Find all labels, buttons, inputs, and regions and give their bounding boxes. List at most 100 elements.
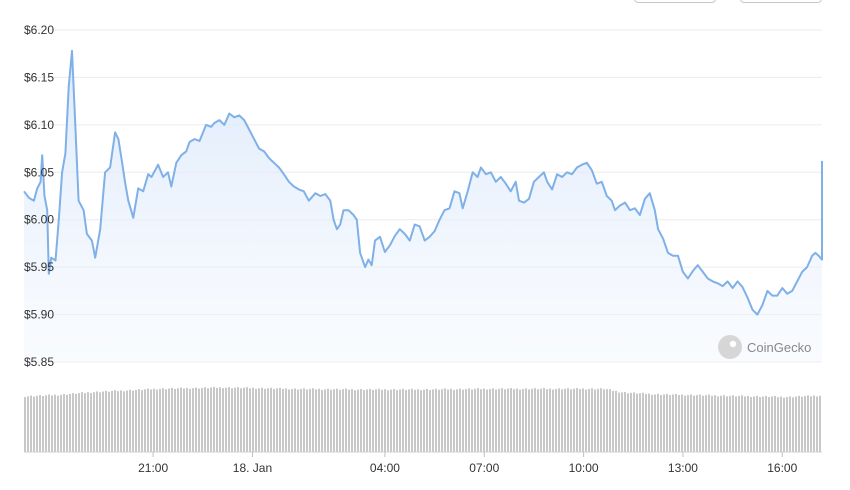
volume-bar <box>159 388 161 452</box>
volume-bar <box>198 388 200 452</box>
volume-bar <box>783 397 785 452</box>
y-tick-label: $6.10 <box>24 118 54 132</box>
volume-bar <box>354 390 356 452</box>
volume-bar <box>747 395 749 452</box>
volume-bar <box>282 388 284 452</box>
volume-bar <box>579 389 581 452</box>
volume-bar <box>366 389 368 452</box>
volume-bar <box>495 389 497 452</box>
volume-bar <box>252 387 254 452</box>
volume-bar <box>201 387 203 452</box>
volume-bar <box>78 393 80 452</box>
volume-bar <box>534 388 536 452</box>
volume-bar <box>438 389 440 452</box>
volume-bar <box>162 388 164 452</box>
volume-bar <box>513 389 515 452</box>
volume-bar <box>111 390 113 452</box>
volume-bar <box>87 392 89 452</box>
volume-bar <box>33 396 35 452</box>
volume-bar <box>90 392 92 452</box>
volume-bar <box>660 395 662 452</box>
volume-bar <box>672 394 674 452</box>
volume-bar <box>48 394 50 452</box>
volume-bar <box>774 395 776 452</box>
volume-bar <box>96 391 98 452</box>
volume-bar <box>93 392 95 452</box>
volume-bar <box>45 395 47 452</box>
volume-bar <box>279 387 281 452</box>
volume-bar <box>315 389 317 452</box>
volume-bar <box>696 395 698 452</box>
volume-bar <box>585 389 587 452</box>
volume-bar <box>84 393 86 452</box>
volume-bar <box>321 389 323 452</box>
volume-bar <box>744 396 746 452</box>
volume-bar <box>132 390 134 452</box>
volume-bar <box>456 389 458 452</box>
volume-bar <box>108 391 110 452</box>
volume-bar <box>267 388 269 452</box>
price-line <box>23 49 823 316</box>
volume-bar <box>786 397 788 452</box>
volume-bar <box>594 389 596 452</box>
volume-bar <box>423 389 425 452</box>
volume-bar <box>708 394 710 452</box>
volume-bar <box>36 395 38 452</box>
volume-bar <box>699 394 701 452</box>
volume-bar <box>720 395 722 452</box>
volume-bar <box>759 397 761 452</box>
volume-bar <box>552 389 554 452</box>
volume-bar <box>105 390 107 452</box>
volume-bar <box>186 387 188 452</box>
volume-bar <box>612 390 614 452</box>
volume-bar <box>249 388 251 452</box>
volume-bar <box>234 387 236 452</box>
volume-bar <box>804 396 806 452</box>
volume-bar <box>393 389 395 452</box>
volume-bar <box>603 389 605 452</box>
volume-bar <box>264 388 266 452</box>
volume-bar <box>615 390 617 452</box>
volume-bar <box>147 388 149 452</box>
y-tick-label: $5.85 <box>24 355 54 369</box>
volume-bar <box>195 387 197 452</box>
volume-bar <box>711 395 713 452</box>
volume-bar <box>636 393 638 452</box>
x-tick-label: 07:00 <box>469 461 499 475</box>
volume-bar <box>645 394 647 452</box>
volume-bar <box>342 389 344 452</box>
volume-bar <box>99 392 101 452</box>
volume-bar <box>597 388 599 452</box>
volume-bar <box>618 392 620 452</box>
volume-bar <box>339 389 341 452</box>
volume-bar <box>549 388 551 452</box>
watermark-text: CoinGecko <box>747 340 811 355</box>
volume-bar <box>81 392 83 452</box>
volume-bar <box>276 388 278 452</box>
volume-bar <box>210 387 212 452</box>
volume-bar <box>228 387 230 452</box>
volume-bar <box>519 389 521 452</box>
volume-bar <box>204 387 206 452</box>
volume-bar <box>219 387 221 452</box>
volume-bar <box>807 395 809 452</box>
volume-bar <box>675 393 677 452</box>
volume-bar <box>327 388 329 452</box>
volume-bar <box>441 389 443 452</box>
volume-bar <box>303 388 305 452</box>
y-tick-label: $6.00 <box>24 213 54 227</box>
volume-bar <box>765 395 767 452</box>
volume-bar <box>390 389 392 452</box>
volume-bar <box>651 394 653 452</box>
volume-bar <box>270 387 272 452</box>
volume-bar <box>750 397 752 452</box>
volume-bar <box>588 388 590 452</box>
y-tick-label: $5.95 <box>24 260 54 274</box>
y-tick-label: $5.90 <box>24 308 54 322</box>
volume-bar <box>819 395 821 452</box>
volume-bar <box>156 389 158 452</box>
volume-bar <box>141 390 143 452</box>
volume-bar <box>555 388 557 452</box>
volume-bar <box>489 388 491 452</box>
